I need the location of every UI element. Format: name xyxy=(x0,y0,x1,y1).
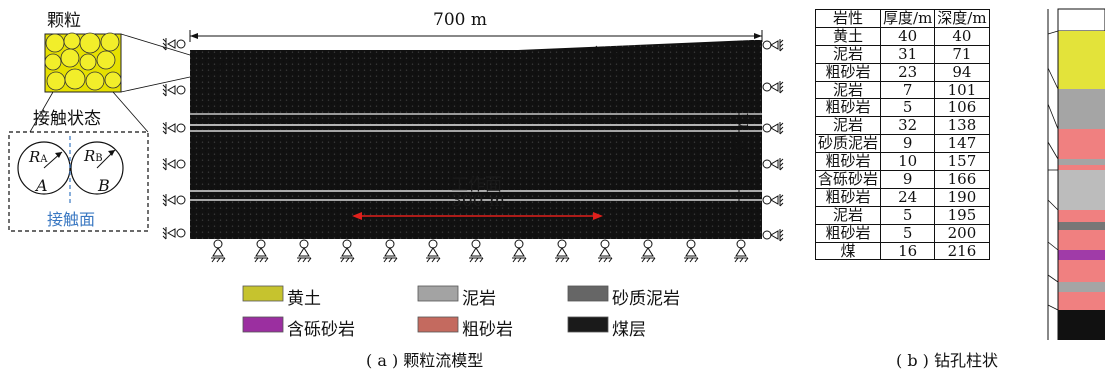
bottom-supports xyxy=(211,239,749,263)
cell-depth: 101 xyxy=(934,80,990,100)
cell-lithology: 粗砂岩 xyxy=(814,98,882,118)
header-lithology: 岩性 xyxy=(814,9,882,28)
radius-b-label: RB xyxy=(84,147,103,165)
particle-b-label: B xyxy=(98,176,110,195)
borehole-table: 岩性 厚度/m 深度/m 黄土 40 40 泥岩 31 71 粗砂岩 23 94 泥岩 7 10… xyxy=(814,9,990,261)
right-supports xyxy=(762,39,784,242)
legend-swatch-coal xyxy=(567,316,609,333)
table-row: 粗砂岩 5 106 xyxy=(814,98,990,118)
cell-lithology: 泥岩 xyxy=(814,44,882,64)
cell-depth: 216 xyxy=(934,241,990,261)
legend-label-gravel-sandstone: 含砾砂岩 xyxy=(287,320,355,340)
cell-depth: 166 xyxy=(934,170,990,189)
cell-lithology: 粗砂岩 xyxy=(814,187,882,207)
cell-depth: 190 xyxy=(934,187,990,207)
cell-lithology: 黄土 xyxy=(814,26,882,46)
caption-a: ( a ) 颗粒流模型 xyxy=(366,351,484,370)
table-header-row: 岩性 厚度/m 深度/m xyxy=(814,9,990,28)
model-layers xyxy=(190,40,762,239)
model-height-label: 250 m xyxy=(732,113,753,167)
legend-swatch-coarse-sandstone xyxy=(417,316,459,333)
cell-lithology: 泥岩 xyxy=(814,116,882,136)
legend-label-mudstone: 泥岩 xyxy=(462,289,496,309)
slope-angle-label: 5° xyxy=(613,44,632,63)
caption-b: ( b ) 钻孔柱状 xyxy=(896,351,998,370)
cell-thickness: 23 xyxy=(880,62,936,82)
cell-thickness: 32 xyxy=(880,116,936,136)
borehole-column xyxy=(1047,8,1105,340)
height-dimension xyxy=(736,42,742,238)
width-dimension xyxy=(189,30,763,42)
table-row: 泥岩 32 138 xyxy=(814,116,990,136)
table-row: 粗砂岩 24 190 xyxy=(814,187,990,207)
table-row: 砂质泥岩 9 147 xyxy=(814,134,990,154)
cell-lithology: 泥岩 xyxy=(814,205,882,225)
work-face-label: 工作面 xyxy=(451,175,502,195)
cell-lithology: 粗砂岩 xyxy=(814,152,882,172)
cell-depth: 40 xyxy=(934,26,990,46)
cell-thickness: 16 xyxy=(880,241,936,261)
cell-thickness: 5 xyxy=(880,98,936,118)
cell-lithology: 粗砂岩 xyxy=(814,62,882,82)
radius-a-label: RA xyxy=(29,148,48,166)
cell-lithology: 煤 xyxy=(814,241,882,261)
particle-title: 颗粒 xyxy=(47,11,81,31)
cell-depth: 195 xyxy=(934,205,990,225)
particle-a-label: A xyxy=(36,176,48,195)
cell-depth: 157 xyxy=(934,152,990,172)
contact-face-label: 接触面 xyxy=(47,210,96,229)
legend-label-coal: 煤层 xyxy=(612,320,646,340)
contact-state-box xyxy=(8,131,149,232)
header-depth: 深度/m xyxy=(934,9,990,28)
model-width-label: 700 m xyxy=(433,10,487,30)
table-row: 泥岩 31 71 xyxy=(814,44,990,64)
table-row: 泥岩 7 101 xyxy=(814,80,990,100)
legend-swatch-gravel-sandstone xyxy=(242,316,284,333)
left-supports xyxy=(162,38,186,240)
cell-lithology: 含砾砂岩 xyxy=(814,170,882,189)
cell-thickness: 40 xyxy=(880,26,936,46)
table-row: 含砾砂岩 9 166 xyxy=(814,170,990,189)
cell-thickness: 10 xyxy=(880,152,936,172)
table-row: 泥岩 5 195 xyxy=(814,205,990,225)
cell-thickness: 9 xyxy=(880,170,936,189)
table-row: 煤 16 216 xyxy=(814,241,990,261)
cell-thickness: 24 xyxy=(880,187,936,207)
cell-thickness: 7 xyxy=(880,80,936,100)
header-thickness: 厚度/m xyxy=(880,9,936,28)
cell-thickness: 5 xyxy=(880,223,936,243)
cell-depth: 147 xyxy=(934,134,990,154)
particle-sample xyxy=(44,32,122,93)
table-row: 黄土 40 40 xyxy=(814,26,990,46)
cell-thickness: 9 xyxy=(880,134,936,154)
cell-depth: 200 xyxy=(934,223,990,243)
legend-swatch-mudstone xyxy=(417,285,459,302)
table-row: 粗砂岩 5 200 xyxy=(814,223,990,243)
legend-swatch-loess xyxy=(242,285,284,302)
cell-depth: 71 xyxy=(934,44,990,64)
cell-lithology: 砂质泥岩 xyxy=(814,134,882,154)
work-face-length: 300 m xyxy=(451,191,505,211)
cell-lithology: 粗砂岩 xyxy=(814,223,882,243)
legend-label-coarse-sandstone: 粗砂岩 xyxy=(462,320,513,340)
cell-thickness: 5 xyxy=(880,205,936,225)
legend-label-sandy-mudstone: 砂质泥岩 xyxy=(612,289,680,309)
cell-depth: 138 xyxy=(934,116,990,136)
legend-swatches xyxy=(242,285,609,333)
table-row: 粗砂岩 10 157 xyxy=(814,152,990,172)
legend-label-loess: 黄土 xyxy=(287,289,321,309)
contact-state-label: 接触状态 xyxy=(33,109,101,129)
table-row: 粗砂岩 23 94 xyxy=(814,62,990,82)
cell-lithology: 泥岩 xyxy=(814,80,882,100)
work-face-arrow xyxy=(352,212,603,220)
legend-swatch-sandy-mudstone xyxy=(567,285,609,302)
cell-thickness: 31 xyxy=(880,44,936,64)
cell-depth: 94 xyxy=(934,62,990,82)
cell-depth: 106 xyxy=(934,98,990,118)
